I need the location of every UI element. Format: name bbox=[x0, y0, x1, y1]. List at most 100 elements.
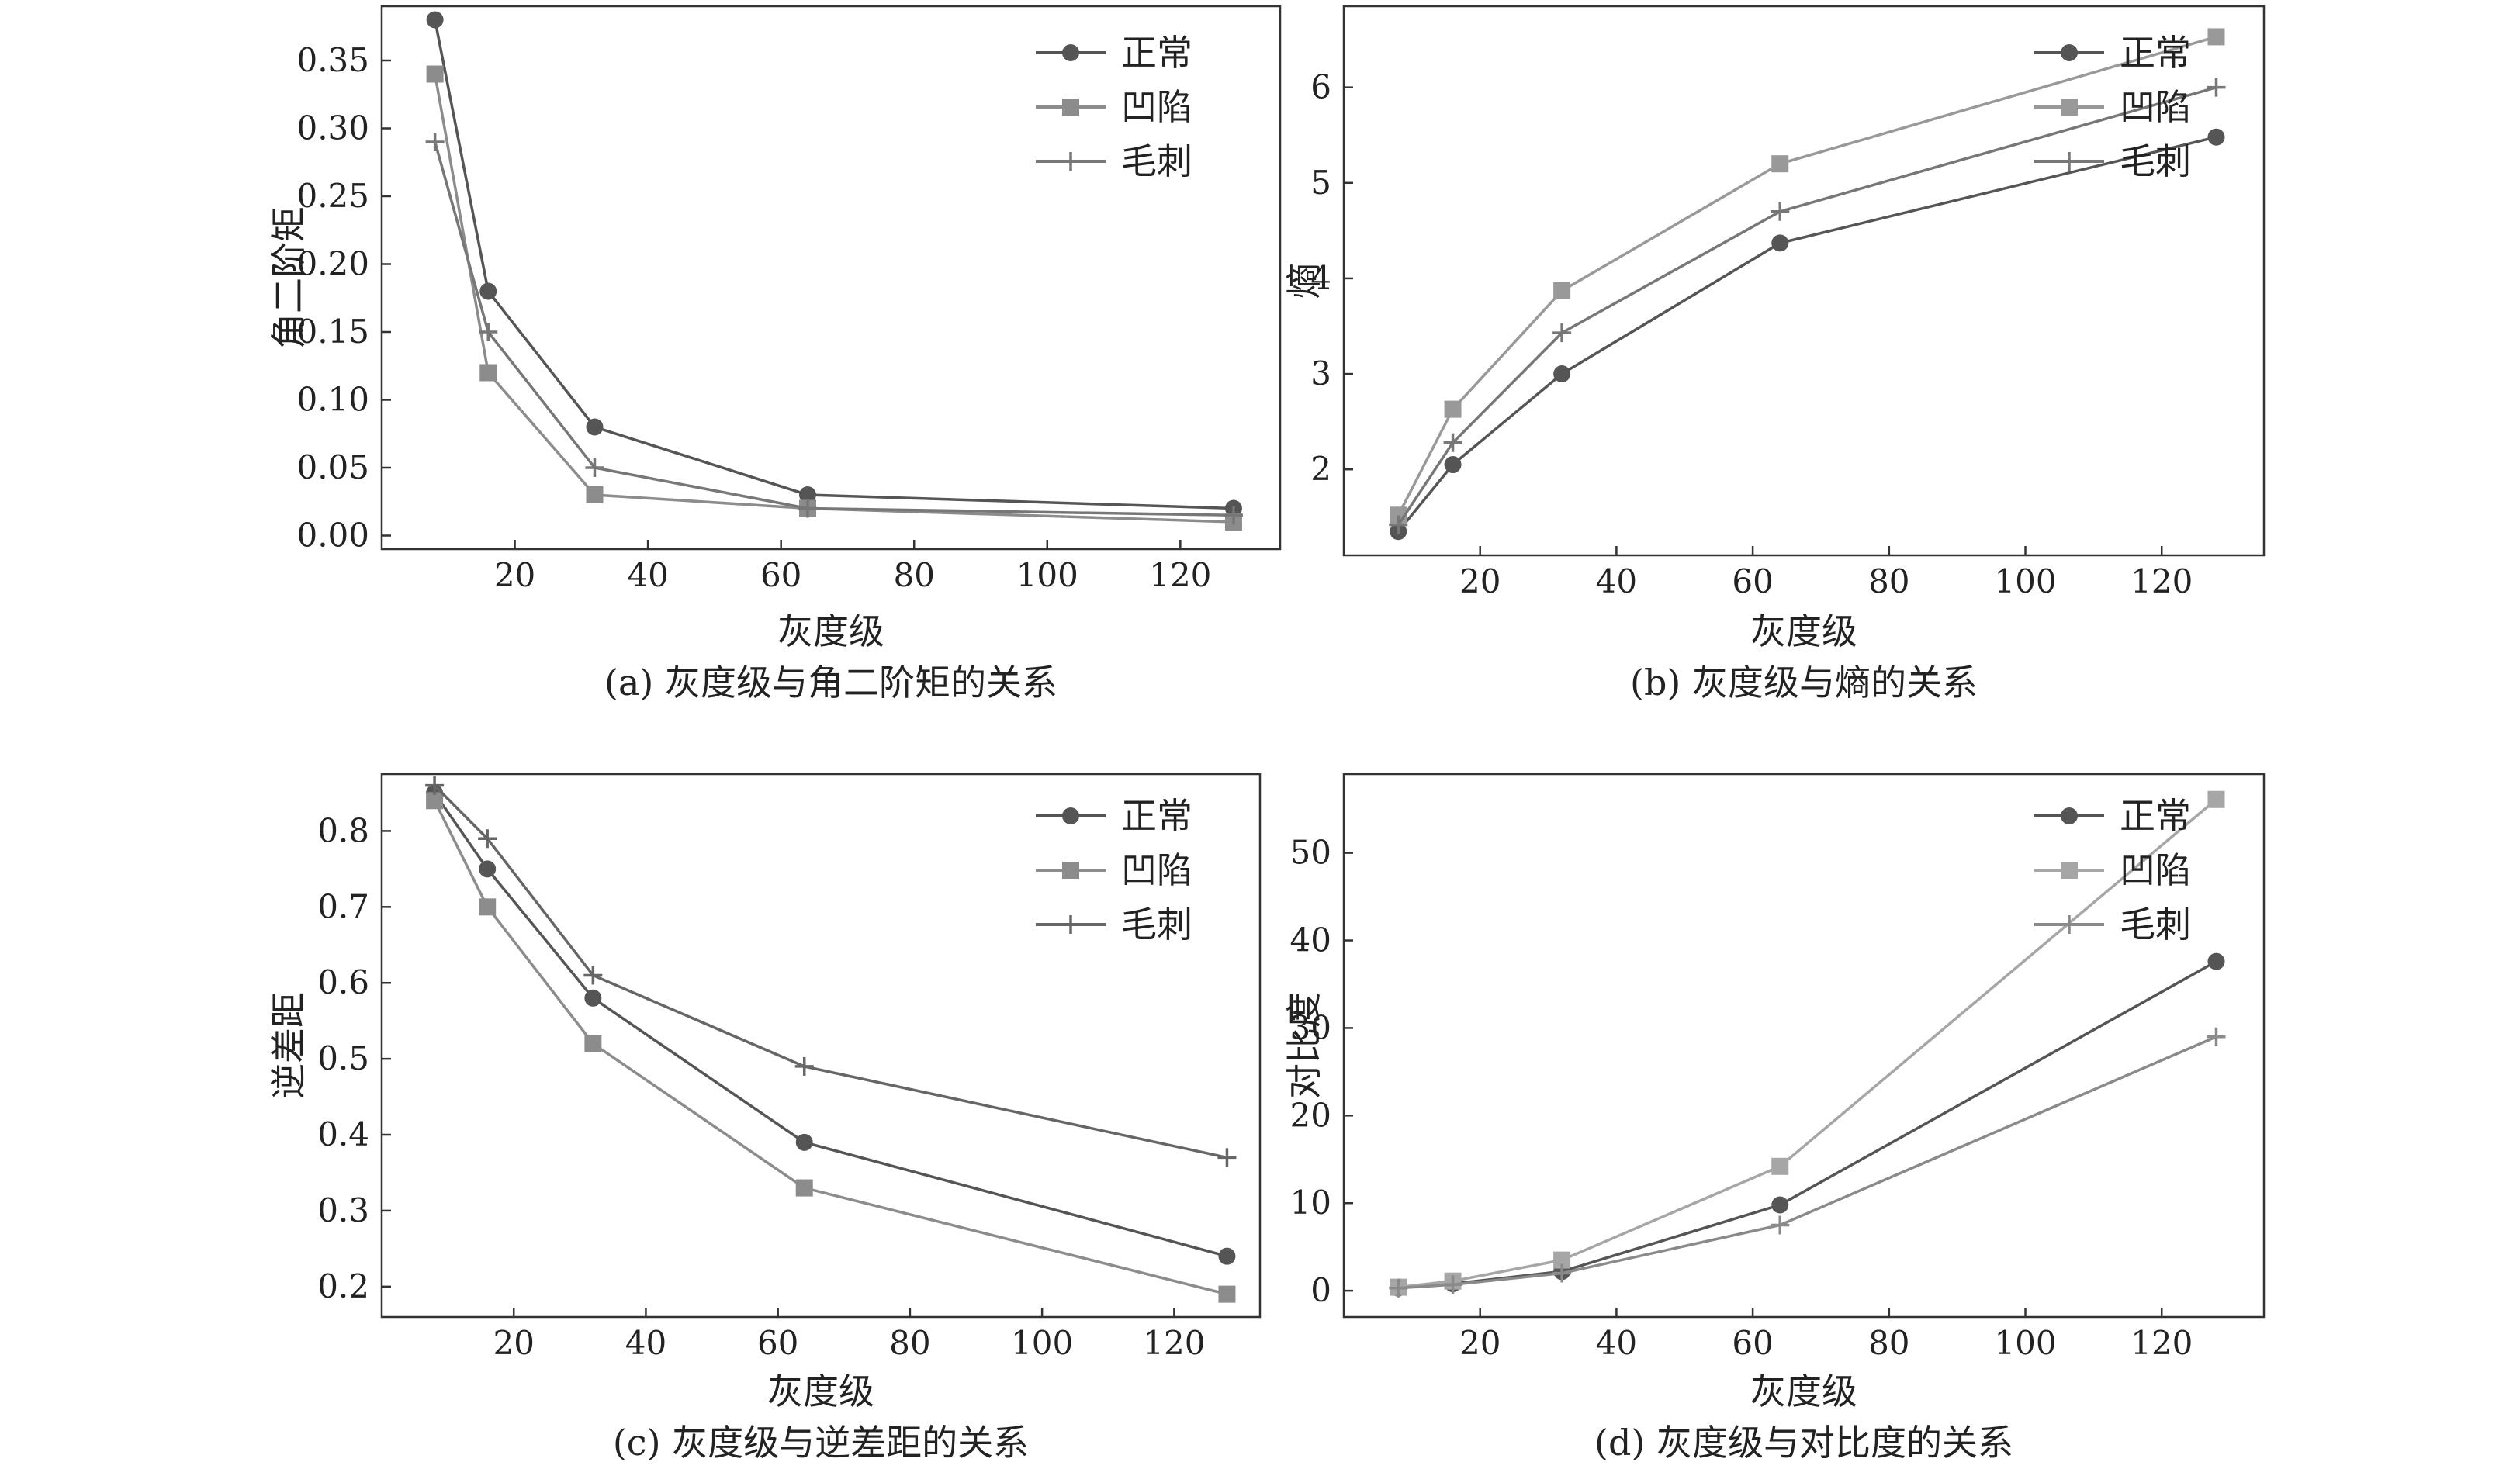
x-tick-label: 40 bbox=[625, 1324, 666, 1362]
y-tick-label: 0.25 bbox=[296, 177, 369, 215]
legend-label: 毛刺 bbox=[1121, 140, 1192, 182]
series-plus bbox=[425, 776, 1237, 1167]
data-point bbox=[794, 1056, 814, 1076]
data-point bbox=[2207, 28, 2225, 46]
y-tick-label: 0.10 bbox=[296, 381, 369, 419]
data-point bbox=[2207, 1027, 2226, 1046]
x-tick-label: 60 bbox=[757, 1324, 798, 1362]
legend-label: 凹陷 bbox=[1121, 849, 1192, 891]
data-point bbox=[795, 1133, 813, 1151]
legend-label: 毛刺 bbox=[1121, 904, 1192, 945]
data-point bbox=[479, 860, 497, 878]
data-point bbox=[584, 1035, 602, 1052]
x-tick-label: 80 bbox=[889, 1324, 930, 1362]
legend-marker bbox=[1061, 915, 1080, 934]
data-point bbox=[1444, 456, 1462, 474]
x-tick-label: 100 bbox=[1011, 1324, 1073, 1362]
x-axis-label: 灰度级 bbox=[767, 1370, 874, 1412]
x-tick-label: 20 bbox=[1459, 1324, 1501, 1362]
y-tick-label: 0.05 bbox=[296, 448, 369, 486]
data-point bbox=[1217, 1148, 1237, 1167]
legend-marker bbox=[2061, 807, 2078, 824]
data-point bbox=[2207, 952, 2225, 970]
data-point bbox=[479, 323, 498, 341]
legend-marker bbox=[1062, 862, 1079, 879]
series-line bbox=[433, 800, 1227, 1296]
data-point bbox=[585, 458, 604, 477]
y-tick-label: 0.30 bbox=[296, 109, 369, 147]
legend-marker bbox=[1061, 152, 1080, 171]
legend-marker bbox=[2061, 99, 2078, 116]
x-tick-label: 60 bbox=[760, 556, 801, 594]
x-tick-label: 20 bbox=[494, 556, 535, 594]
x-tick-label: 120 bbox=[2131, 1324, 2193, 1362]
data-point bbox=[2207, 78, 2226, 97]
series-square bbox=[1390, 790, 2225, 1296]
legend-marker bbox=[1062, 807, 1079, 824]
data-point bbox=[426, 792, 444, 810]
x-tick-label: 20 bbox=[493, 1324, 534, 1362]
x-tick-label: 20 bbox=[1459, 562, 1501, 600]
data-point bbox=[1444, 400, 1462, 418]
plot-frame bbox=[380, 5, 1282, 551]
legend-marker bbox=[2060, 152, 2079, 171]
data-point bbox=[1771, 155, 1789, 173]
y-axis-label: 逆差距 bbox=[268, 992, 310, 1099]
x-tick-label: 60 bbox=[1732, 1324, 1773, 1362]
y-axis-label: 对比度 bbox=[1283, 992, 1325, 1099]
data-point bbox=[479, 364, 497, 382]
x-tick-label: 40 bbox=[1596, 1324, 1637, 1362]
series-line bbox=[433, 141, 1234, 517]
data-point bbox=[1552, 323, 1572, 343]
series-line bbox=[1397, 85, 2217, 526]
legend-marker bbox=[1062, 44, 1079, 61]
x-tick-label: 80 bbox=[893, 556, 934, 594]
y-tick-label: 30 bbox=[1290, 1008, 1331, 1046]
series-line bbox=[1398, 1035, 2217, 1290]
data-point bbox=[1218, 1247, 1236, 1265]
data-point bbox=[1224, 506, 1243, 525]
x-tick-label: 100 bbox=[1994, 1324, 2056, 1362]
x-tick-label: 120 bbox=[1143, 1324, 1205, 1362]
panel-b: 熵 灰度级 (b) 灰度级与熵的关系 20 40 60 80 100 120 2 3 4 5 6 正常… bbox=[1283, 5, 2266, 703]
panel-caption: (c) 灰度级与逆差距的关系 bbox=[613, 1422, 1029, 1464]
data-point bbox=[1389, 515, 1408, 534]
legend-label: 正常 bbox=[1121, 795, 1192, 837]
series-plus bbox=[425, 133, 1243, 525]
legend-label: 毛刺 bbox=[2120, 140, 2191, 182]
data-point bbox=[798, 486, 816, 503]
data-point bbox=[1771, 202, 1790, 221]
data-point bbox=[1443, 433, 1462, 452]
series-square bbox=[426, 65, 1242, 531]
legend-label: 正常 bbox=[1121, 32, 1192, 74]
y-tick-label: 0.7 bbox=[317, 887, 369, 925]
data-point bbox=[1771, 1215, 1790, 1235]
legend-marker bbox=[1062, 99, 1079, 116]
series-line bbox=[1398, 960, 2217, 1290]
x-tick-label: 80 bbox=[1868, 562, 1909, 600]
plot-frame bbox=[380, 773, 1262, 1319]
legend-marker bbox=[2060, 915, 2079, 934]
plot-frame bbox=[1342, 5, 2266, 557]
data-point bbox=[584, 989, 602, 1007]
data-point bbox=[1771, 234, 1789, 252]
y-tick-label: 0.8 bbox=[317, 811, 369, 849]
legend-label: 凹陷 bbox=[2120, 849, 2191, 891]
y-tick-label: 0.5 bbox=[317, 1039, 369, 1077]
x-tick-label: 60 bbox=[1732, 562, 1773, 600]
data-point bbox=[1389, 1278, 1408, 1298]
x-tick-label: 100 bbox=[1994, 562, 2056, 600]
panel-caption: (a) 灰度级与角二阶矩的关系 bbox=[604, 662, 1058, 703]
data-point bbox=[1771, 1196, 1789, 1214]
y-tick-label: 3 bbox=[1310, 354, 1331, 392]
data-point bbox=[2207, 128, 2225, 146]
data-point bbox=[1553, 1251, 1571, 1269]
series-circle bbox=[1390, 952, 2225, 1297]
data-point bbox=[425, 133, 445, 151]
data-point bbox=[479, 898, 497, 916]
data-point bbox=[795, 1179, 813, 1197]
legend-marker bbox=[2061, 862, 2078, 879]
y-tick-label: 5 bbox=[1310, 164, 1331, 202]
